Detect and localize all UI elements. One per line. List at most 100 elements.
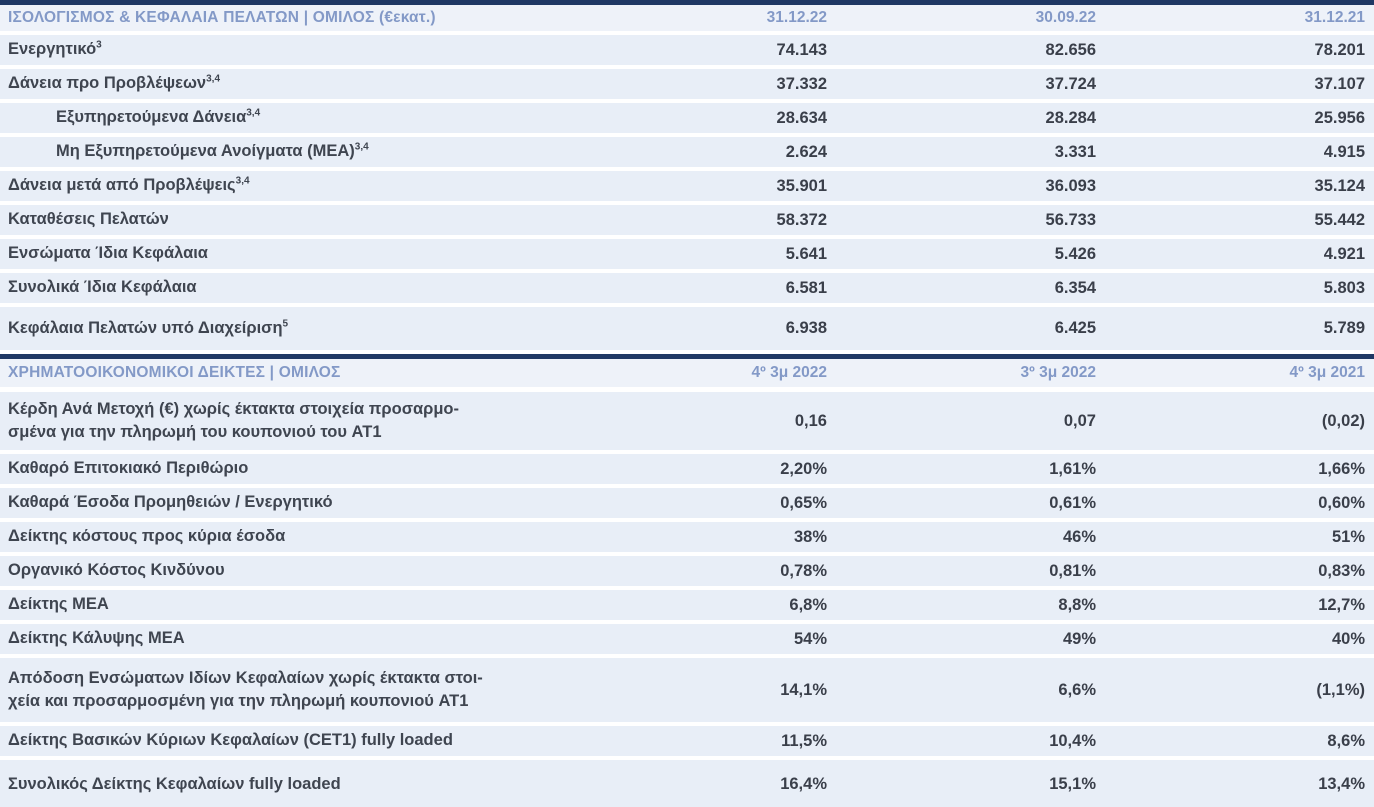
row-label: Καταθέσεις Πελατών	[0, 208, 567, 231]
table-row: Ενσώματα Ίδια Κεφάλαια 5.641 5.426 4.921	[0, 239, 1374, 269]
row-value: 35.901	[776, 176, 827, 195]
row-value: 25.956	[1314, 108, 1365, 127]
row-label-text: Ενσώματα Ίδια Κεφάλαια	[8, 244, 208, 263]
row-value: 0,60%	[1318, 493, 1365, 512]
row-value: 1,61%	[1049, 459, 1096, 478]
column-header: 4º 3μ 2021	[1289, 364, 1365, 381]
row-label-text: Κέρδη Ανά Μετοχή (€) χωρίς έκτακτα στοιχ…	[8, 399, 460, 441]
table-row: Δάνεια προ Προβλέψεων3,4 37.332 37.724 3…	[0, 69, 1374, 99]
row-value: 6.581	[785, 278, 827, 297]
row-value: 4.915	[1323, 142, 1365, 161]
row-value: 0,07	[1063, 411, 1096, 430]
footnote-ref: 3,4	[235, 175, 250, 187]
row-label: Εξυπηρετούμενα Δάνεια3,4	[0, 106, 567, 129]
row-label: Συνολικά Ίδια Κεφάλαια	[0, 276, 567, 299]
row-label: Απόδοση Ενσώματων Ιδίων Κεφαλαίων χωρίς …	[0, 667, 567, 713]
footnote-ref: 3,4	[206, 73, 221, 85]
row-label-text: Συνολικός Δείκτης Κεφαλαίων fully loaded	[8, 774, 341, 793]
table-row: Απόδοση Ενσώματων Ιδίων Κεφαλαίων χωρίς …	[0, 658, 1374, 722]
row-value: 11,5%	[781, 731, 827, 750]
row-label-text: Καθαρό Επιτοκιακό Περιθώριο	[8, 459, 249, 478]
row-label-text: Δάνεια προ Προβλέψεων	[8, 74, 207, 93]
table-row: Καθαρό Επιτοκιακό Περιθώριο 2,20% 1,61% …	[0, 454, 1374, 484]
balance-sheet-section-header: ΙΣΟΛΟΓΙΣΜΟΣ & ΚΕΦΑΛΑΙΑ ΠΕΛΑΤΩΝ | ΟΜΙΛΟΣ …	[0, 0, 1374, 31]
row-label: Ενεργητικό3	[0, 38, 567, 61]
row-value: 54%	[793, 629, 827, 648]
row-label-text: Μη Εξυπηρετούμενα Ανοίγματα (ΜΕΑ)	[56, 142, 355, 161]
row-value: 0,16	[794, 411, 827, 430]
row-value: (0,02)	[1321, 411, 1365, 430]
row-value: 28.284	[1045, 108, 1096, 127]
column-header: 3º 3μ 2022	[1020, 364, 1096, 381]
table-row: Κέρδη Ανά Μετοχή (€) χωρίς έκτακτα στοιχ…	[0, 392, 1374, 450]
row-value: 55.442	[1314, 210, 1365, 229]
row-value: 0,65%	[780, 493, 827, 512]
row-value: 78.201	[1314, 40, 1365, 59]
row-value: 6.938	[785, 319, 827, 337]
row-label-text: Καθαρά Έσοδα Προμηθειών / Ενεργητικό	[8, 493, 333, 512]
row-value: 0,83%	[1318, 561, 1365, 580]
table-row: Καθαρά Έσοδα Προμηθειών / Ενεργητικό 0,6…	[0, 488, 1374, 518]
row-value: 46%	[1062, 527, 1096, 546]
row-value: 3.331	[1054, 142, 1096, 161]
row-label: Ενσώματα Ίδια Κεφάλαια	[0, 242, 567, 265]
section-title: ΙΣΟΛΟΓΙΣΜΟΣ & ΚΕΦΑΛΑΙΑ ΠΕΛΑΤΩΝ | ΟΜΙΛΟΣ …	[8, 9, 436, 26]
table-row: Καταθέσεις Πελατών 58.372 56.733 55.442	[0, 205, 1374, 235]
row-label: Δείκτης Κάλυψης ΜΕΑ	[0, 627, 567, 650]
column-header: 4º 3μ 2022	[751, 364, 827, 381]
row-label-text: Εξυπηρετούμενα Δάνεια	[56, 108, 247, 127]
row-label: Δάνεια προ Προβλέψεων3,4	[0, 72, 567, 95]
row-value: 51%	[1331, 527, 1365, 546]
row-value: 36.093	[1045, 176, 1096, 195]
row-value: 56.733	[1045, 210, 1096, 229]
row-value: 14,1%	[780, 680, 827, 699]
row-value: 37.107	[1314, 74, 1365, 93]
row-value: 37.724	[1045, 74, 1096, 93]
row-label-text: Δείκτης κόστους προς κύρια έσοδα	[8, 527, 286, 546]
row-value: (1,1%)	[1316, 680, 1365, 699]
table-row: Μη Εξυπηρετούμενα Ανοίγματα (ΜΕΑ)3,4 2.6…	[0, 137, 1374, 167]
row-value: 6,8%	[789, 595, 827, 614]
row-value: 6,6%	[1058, 680, 1096, 699]
row-value: 1,66%	[1318, 459, 1365, 478]
row-label-text: Δείκτης ΜΕΑ	[8, 595, 109, 614]
row-value: 5.641	[785, 244, 827, 263]
column-header: 31.12.22	[766, 9, 827, 26]
table-row: Οργανικό Κόστος Κινδύνου 0,78% 0,81% 0,8…	[0, 556, 1374, 586]
row-label: Καθαρά Έσοδα Προμηθειών / Ενεργητικό	[0, 491, 567, 514]
row-value: 5.803	[1323, 278, 1365, 297]
footnote-ref: 5	[282, 318, 289, 330]
row-label-text: Κεφάλαια Πελατών υπό Διαχείριση	[8, 318, 283, 337]
column-header: 31.12.21	[1304, 9, 1365, 26]
row-value: 35.124	[1314, 176, 1365, 195]
table-row: Δάνεια μετά από Προβλέψεις3,4 35.901 36.…	[0, 171, 1374, 201]
row-label: Κέρδη Ανά Μετοχή (€) χωρίς έκτακτα στοιχ…	[0, 398, 567, 444]
row-value: 6.354	[1054, 278, 1096, 297]
row-value: 8,6%	[1327, 731, 1365, 750]
row-label: Κεφάλαια Πελατών υπό Διαχείριση5	[0, 317, 567, 340]
table-row: Δείκτης Βασικών Κύριων Κεφαλαίων (CET1) …	[0, 726, 1374, 756]
row-value: 16,4%	[780, 775, 827, 793]
table-row: Δείκτης κόστους προς κύρια έσοδα 38% 46%…	[0, 522, 1374, 552]
table-row: Εξυπηρετούμενα Δάνεια3,4 28.634 28.284 2…	[0, 103, 1374, 133]
footnote-ref: 3,4	[354, 141, 369, 153]
section-title: ΧΡΗΜΑΤΟΟΙΚΟΝΟΜΙΚΟΙ ΔΕΙΚΤΕΣ | ΟΜΙΛΟΣ	[8, 364, 341, 381]
row-label: Οργανικό Κόστος Κινδύνου	[0, 559, 567, 582]
table-row: Ενεργητικό3 74.143 82.656 78.201	[0, 35, 1374, 65]
row-value: 5.426	[1054, 244, 1096, 263]
row-label: Μη Εξυπηρετούμενα Ανοίγματα (ΜΕΑ)3,4	[0, 140, 567, 163]
row-value: 40%	[1331, 629, 1365, 648]
table-row: Συνολικά Ίδια Κεφάλαια 6.581 6.354 5.803	[0, 273, 1374, 303]
footnote-ref: 3	[96, 39, 102, 51]
row-label: Δείκτης ΜΕΑ	[0, 593, 567, 616]
row-value: 15,1%	[1049, 775, 1096, 793]
row-label: Δάνεια μετά από Προβλέψεις3,4	[0, 174, 567, 197]
row-label: Καθαρό Επιτοκιακό Περιθώριο	[0, 457, 567, 480]
row-value: 12,7%	[1318, 595, 1365, 614]
row-value: 0,78%	[780, 561, 827, 580]
row-label-text: Συνολικά Ίδια Κεφάλαια	[8, 278, 197, 297]
row-value: 13,4%	[1318, 775, 1365, 793]
row-value: 38%	[793, 527, 827, 546]
column-header: 30.09.22	[1035, 9, 1096, 26]
